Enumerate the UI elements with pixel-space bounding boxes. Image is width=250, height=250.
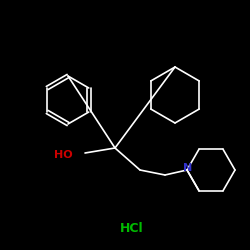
Text: HO: HO [54,150,73,160]
Text: HCl: HCl [120,222,144,234]
Text: N: N [184,163,192,173]
